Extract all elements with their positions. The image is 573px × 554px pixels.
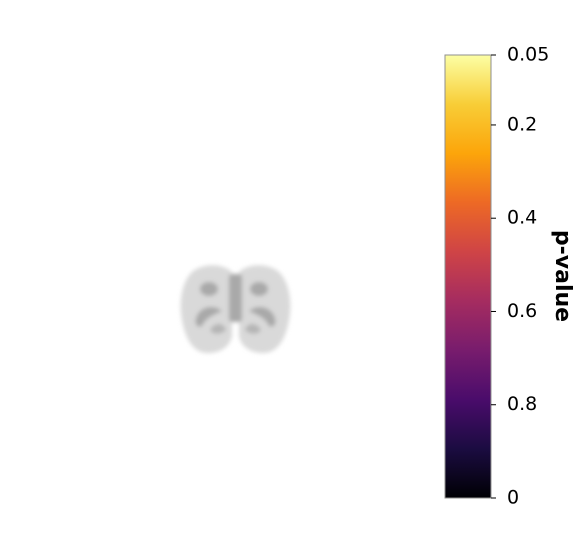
colorbar-ticks: 0.05 0.2 0.4 0.6 0.8 0 <box>491 44 549 509</box>
colorbar-tick-label: 0.4 <box>507 207 537 229</box>
colorbar-tick-label: 0.2 <box>507 113 537 135</box>
colorbar-tick-label: 0 <box>507 487 519 509</box>
left-ventricle-upper <box>200 282 218 296</box>
right-ventricle-horn <box>245 324 261 334</box>
colorbar: 0.05 0.2 0.4 0.6 0.8 0 p-value <box>444 44 573 509</box>
colorbar-gradient <box>444 54 492 499</box>
colorbar-tick-label: 0.05 <box>507 44 549 66</box>
left-ventricle-horn <box>210 324 226 334</box>
colorbar-tick-label: 0.6 <box>507 300 537 322</box>
right-ventricle-lower <box>249 306 276 327</box>
right-ventricle-upper <box>250 282 268 296</box>
midline-septum <box>229 274 242 322</box>
colorbar-label: p-value <box>550 230 573 322</box>
left-ventricle-lower <box>195 306 222 327</box>
brain-slice <box>180 265 291 354</box>
colorbar-tick-label: 0.8 <box>507 393 537 415</box>
